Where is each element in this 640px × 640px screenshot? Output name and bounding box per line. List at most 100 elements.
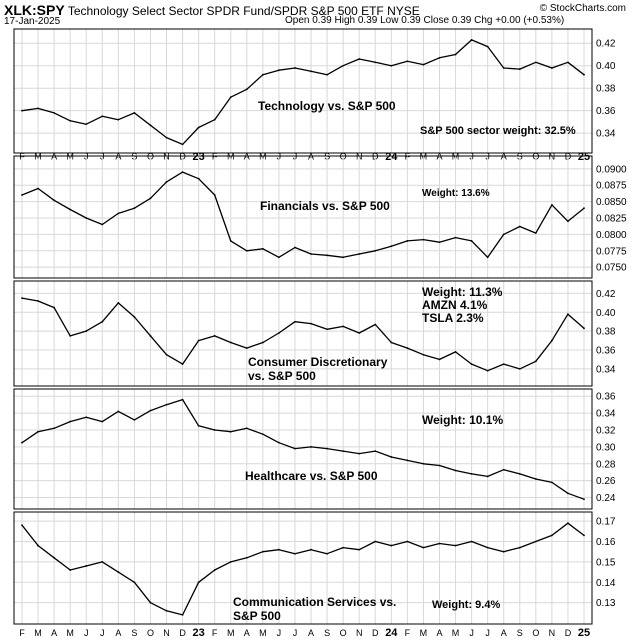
data-point <box>567 61 569 64</box>
panel-label-line: S&P 500 <box>233 609 281 623</box>
data-point <box>486 546 489 549</box>
open-value: 0.39 <box>312 15 332 26</box>
data-point <box>278 332 280 334</box>
x-tick-label: J <box>277 628 282 638</box>
chart-title: XLK:SPY Technology Select Sector SPDR Fu… <box>4 2 420 18</box>
change-value: +0.00 (+0.53%) <box>495 15 565 26</box>
y-tick-label: 0.38 <box>596 327 616 338</box>
data-point <box>518 367 521 370</box>
data-point <box>181 171 184 174</box>
data-point <box>454 350 457 353</box>
weight-note: Weight: 10.1% <box>422 413 503 427</box>
change-label: Chg <box>474 15 493 26</box>
data-point <box>486 475 489 478</box>
data-point <box>197 424 200 427</box>
data-point <box>197 177 200 180</box>
data-point <box>261 433 264 436</box>
data-point <box>358 548 361 551</box>
data-point <box>486 45 489 48</box>
data-point <box>583 73 585 76</box>
exchange: NYSE <box>387 4 420 18</box>
x-tick-label: A <box>244 628 250 638</box>
x-tick-label: F <box>212 628 218 638</box>
weight-note-line: AMZN 4.1% <box>422 298 488 312</box>
data-point <box>133 418 136 421</box>
y-tick-label: 0.34 <box>596 129 616 140</box>
data-point <box>422 462 425 465</box>
data-point <box>149 409 152 412</box>
data-point <box>358 452 361 455</box>
data-point <box>53 556 56 559</box>
data-point <box>518 68 521 70</box>
data-point <box>406 459 409 462</box>
data-point <box>454 53 457 56</box>
data-point <box>294 320 296 323</box>
data-point <box>470 473 473 475</box>
open-label: Open <box>285 15 310 26</box>
x-tick-label: M <box>452 628 460 638</box>
data-point <box>390 341 393 344</box>
data-point <box>550 481 553 484</box>
stockcharts-credit: © StockCharts.com <box>539 3 626 14</box>
data-point <box>406 60 409 63</box>
symbol: XLK:SPY <box>4 2 65 18</box>
y-tick-label: 0.36 <box>596 346 616 357</box>
data-point <box>406 347 409 350</box>
data-point <box>534 232 537 234</box>
y-tick-label: 0.0850 <box>596 197 627 208</box>
x-tick-label: O <box>147 628 154 638</box>
panel-label-line: Healthcare vs. S&P 500 <box>245 469 378 483</box>
y-tick-label: 0.42 <box>596 289 616 300</box>
panel-label-line: Consumer Discretionary <box>248 355 388 369</box>
y-tick-label: 0.15 <box>596 557 616 568</box>
x-tick-label: A <box>501 628 507 638</box>
y-tick-label: 0.0800 <box>596 230 627 241</box>
x-tick-label: 23 <box>193 627 205 639</box>
data-point <box>85 416 88 419</box>
data-point <box>85 123 88 126</box>
data-point <box>149 334 152 337</box>
data-point <box>101 223 104 226</box>
data-point <box>294 552 296 555</box>
y-tick-label: 0.40 <box>596 308 616 319</box>
data-point <box>583 207 585 210</box>
data-point <box>374 450 377 453</box>
y-tick-label: 0.0750 <box>596 263 627 274</box>
data-point <box>197 126 200 129</box>
data-point <box>181 363 184 366</box>
data-point <box>197 339 200 342</box>
high-value: 0.39 <box>357 15 378 26</box>
weight-note: S&P 500 sector weight: 32.5% <box>420 125 576 137</box>
data-point <box>567 313 569 316</box>
panel-label-line: Technology vs. S&P 500 <box>258 99 396 113</box>
data-point <box>213 429 216 431</box>
data-point <box>310 253 312 255</box>
y-tick-label: 0.26 <box>596 476 616 487</box>
data-point <box>470 240 473 242</box>
data-point <box>390 245 393 248</box>
data-point <box>422 238 425 241</box>
y-tick-label: 0.0775 <box>596 246 627 257</box>
data-point <box>117 212 120 215</box>
data-point <box>181 143 184 146</box>
x-tick-label: N <box>163 628 170 638</box>
data-point <box>342 546 345 549</box>
data-point <box>422 63 425 66</box>
low-value: 0.39 <box>401 15 421 26</box>
y-tick-label: 0.34 <box>596 409 616 420</box>
x-tick-label: N <box>356 628 363 638</box>
weight-note-line: Weight: 9.4% <box>432 599 500 611</box>
panel-communication-services: 0.13 0.14 0.15 0.16 0.17 Communication Servic… <box>13 511 616 639</box>
x-tick-label: N <box>549 628 556 638</box>
x-tick-label: D <box>565 628 572 638</box>
y-tick-label: 0.40 <box>596 61 616 72</box>
data-point <box>133 112 136 114</box>
data-point <box>133 207 136 210</box>
data-point <box>101 420 104 423</box>
weight-note: Weight: 13.6% <box>422 188 490 199</box>
data-point <box>37 107 39 110</box>
x-tick-label: 25 <box>578 627 590 639</box>
weight-note: Weight: 11.3% AMZN 4.1% TSLA 2.3% <box>422 285 503 325</box>
x-tick-label: J <box>84 628 89 638</box>
panel-technology: 0.34 0.36 0.38 0.40 0.42 Technology vs. S&P 5… <box>13 28 616 163</box>
